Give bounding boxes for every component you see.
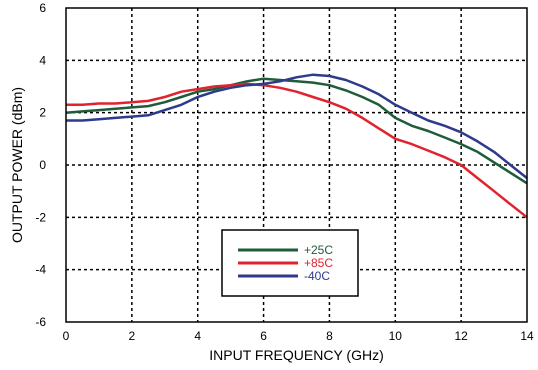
x-axis-title: INPUT FREQUENCY (GHz) bbox=[209, 347, 384, 363]
x-tick-label: 12 bbox=[454, 329, 468, 343]
y-tick-label: 6 bbox=[39, 1, 46, 15]
y-axis-title: OUTPUT POWER (dBm) bbox=[9, 87, 25, 243]
legend-label: -40C bbox=[304, 269, 330, 283]
y-tick-label: -2 bbox=[35, 210, 46, 224]
x-tick-label: 14 bbox=[520, 329, 534, 343]
y-tick-label: 2 bbox=[39, 106, 46, 120]
x-tick-label: 0 bbox=[63, 329, 70, 343]
x-tick-label: 4 bbox=[194, 329, 201, 343]
y-tick-label: 4 bbox=[39, 53, 46, 67]
series-lines bbox=[65, 73, 528, 219]
x-tick-label: 6 bbox=[260, 329, 267, 343]
x-tick-label: 2 bbox=[129, 329, 136, 343]
x-tick-label: 8 bbox=[326, 329, 333, 343]
y-tick-label: -6 bbox=[35, 315, 46, 329]
x-tick-label: 10 bbox=[389, 329, 403, 343]
axis-ticks: 0 2 4 6 8 10 12 14 -6 -4 -2 0 2 4 6 bbox=[35, 1, 534, 343]
legend: +25C+85C-40C bbox=[221, 229, 359, 297]
series-line-3 bbox=[66, 73, 528, 180]
legend-label: +25C bbox=[304, 243, 333, 257]
y-tick-label: -4 bbox=[35, 263, 46, 277]
y-tick-label: 0 bbox=[39, 158, 46, 172]
legend-label: +85C bbox=[304, 256, 333, 270]
series-line-2 bbox=[66, 82, 528, 219]
series-line-1 bbox=[65, 77, 528, 185]
plot-frame bbox=[65, 7, 528, 323]
